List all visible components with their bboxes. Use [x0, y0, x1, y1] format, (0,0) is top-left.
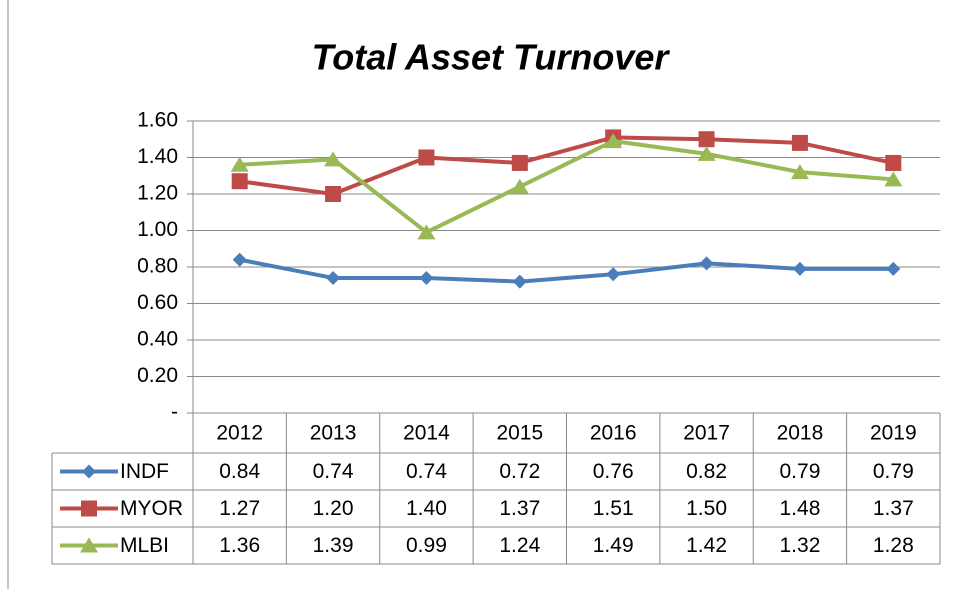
x-tick-label: 2012 [216, 422, 263, 445]
marker [792, 261, 807, 276]
table-value: 1.32 [780, 534, 821, 557]
marker [884, 171, 903, 187]
marker [231, 173, 248, 190]
x-tick-label: 2013 [310, 422, 357, 445]
line [239, 139, 894, 235]
table-value: 1.28 [873, 534, 914, 557]
legend-label: INDF [120, 460, 169, 483]
table-value: 1.39 [313, 534, 354, 557]
y-tick-label: - [171, 401, 178, 424]
marker [699, 256, 714, 271]
chart-title: Total Asset Turnover [312, 37, 671, 78]
marker [604, 133, 623, 149]
y-tick-label: 1.20 [137, 182, 178, 205]
table-value: 0.74 [313, 460, 354, 483]
table-value: 0.79 [780, 460, 821, 483]
table-value: 0.82 [686, 460, 727, 483]
line [239, 135, 894, 196]
marker [232, 252, 247, 267]
x-tick-label: 2018 [777, 422, 824, 445]
marker [82, 464, 96, 479]
x-tick-label: 2014 [403, 422, 450, 445]
marker [324, 151, 343, 167]
table-value: 1.50 [686, 497, 727, 520]
x-tick-label: 2019 [870, 422, 917, 445]
y-tick-label: 0.80 [137, 255, 178, 278]
chart-border [7, 0, 955, 594]
x-tick-label: 2015 [496, 422, 543, 445]
legend-label: MLBI [120, 534, 169, 557]
table-value: 0.74 [406, 460, 447, 483]
table-value: 1.24 [499, 534, 540, 557]
table-value: 0.72 [499, 460, 540, 483]
marker [419, 270, 434, 285]
table-value: 1.48 [780, 497, 821, 520]
table-value: 1.42 [686, 534, 727, 557]
table-value: 1.37 [873, 497, 914, 520]
marker [80, 537, 98, 553]
marker [512, 274, 527, 289]
y-tick-label: 0.20 [137, 364, 178, 387]
marker [885, 154, 902, 171]
table-value: 0.76 [593, 460, 634, 483]
table-value: 0.99 [406, 534, 447, 557]
table-value: 1.49 [593, 534, 634, 557]
marker [697, 145, 716, 161]
marker [418, 149, 435, 166]
marker [606, 267, 621, 282]
marker [791, 134, 808, 151]
marker [81, 500, 97, 517]
table-value: 0.84 [219, 460, 260, 483]
marker [510, 178, 529, 194]
marker [698, 131, 715, 148]
x-tick-label: 2016 [590, 422, 637, 445]
line [239, 257, 894, 284]
y-tick-label: 0.40 [137, 328, 178, 351]
legend-label: MYOR [120, 497, 183, 520]
marker [511, 154, 528, 171]
table-value: 1.37 [499, 497, 540, 520]
y-tick-label: 1.40 [137, 145, 178, 168]
marker [230, 156, 249, 172]
table-value: 0.79 [873, 460, 914, 483]
marker [326, 270, 341, 285]
table-value: 1.27 [219, 497, 260, 520]
x-tick-label: 2017 [683, 422, 730, 445]
table-value: 1.40 [406, 497, 447, 520]
y-tick-label: 0.60 [137, 291, 178, 314]
marker [325, 186, 342, 202]
table-value: 1.51 [593, 497, 634, 520]
marker [790, 164, 809, 180]
marker [886, 261, 901, 276]
table-value: 1.36 [219, 534, 260, 557]
table-value: 1.20 [313, 497, 354, 520]
marker [417, 224, 436, 240]
y-tick-label: 1.60 [137, 109, 178, 132]
y-tick-label: 1.00 [137, 218, 178, 241]
